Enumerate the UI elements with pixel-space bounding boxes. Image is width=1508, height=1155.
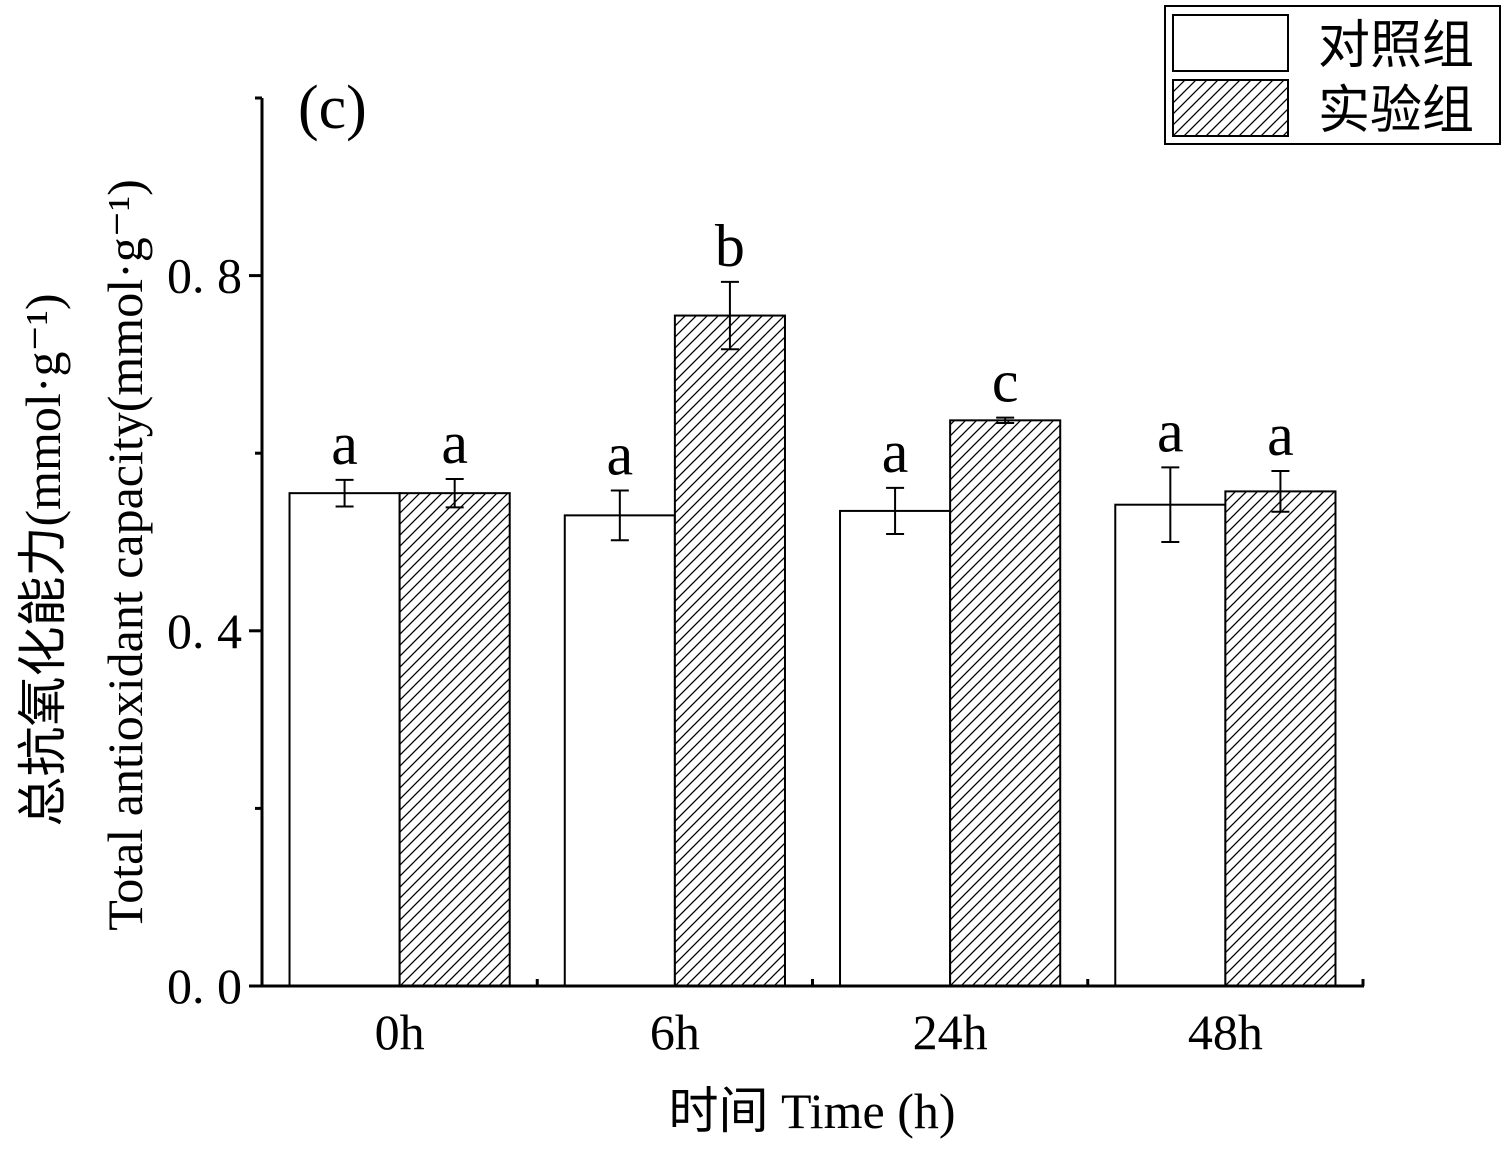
bar-experiment-48h <box>1224 490 1337 987</box>
error-bar-experiment-48h <box>1271 469 1290 513</box>
significance-label: c <box>992 349 1019 415</box>
significance-label: a <box>1157 398 1184 464</box>
x-axis-title: 时间 Time (h) <box>668 1083 955 1139</box>
bar-control-24h <box>839 509 952 987</box>
y-ticks: 0. 0 0. 4 0. 8 <box>167 96 262 1014</box>
significance-label: a <box>1267 402 1294 468</box>
significance-label: a <box>441 410 468 476</box>
legend-swatch-experiment <box>1172 79 1289 137</box>
y-tick-label: 0. 0 <box>167 958 242 1014</box>
error-bar-control-24h <box>886 486 905 536</box>
legend-label-control: 对照组 <box>1318 18 1474 75</box>
significance-label: a <box>607 421 634 487</box>
error-bars-layer <box>335 280 1290 543</box>
error-bar-experiment-24h <box>996 416 1015 425</box>
significance-label: a <box>882 419 909 485</box>
significance-labels-layer: a a a a a b c a <box>331 213 1293 488</box>
y-axis-title-en: Total antioxidant capacity(mmol·g⁻¹) <box>97 179 153 931</box>
x-ticks: 0h 6h 24h 48h <box>375 979 1365 1060</box>
error-bar-control-48h <box>1161 466 1180 543</box>
panel-label: (c) <box>298 74 367 142</box>
legend-swatch-control <box>1172 14 1289 72</box>
error-bar-control-0h <box>335 478 354 508</box>
error-bar-experiment-6h <box>720 280 739 351</box>
y-tick-label: 0. 8 <box>167 248 242 304</box>
bar-experiment-0h <box>398 492 511 987</box>
bar-experiment-24h <box>949 419 1062 987</box>
error-bar-control-6h <box>610 489 629 542</box>
error-bar-experiment-0h <box>445 477 464 509</box>
bars-layer <box>288 314 1337 987</box>
significance-label: b <box>715 213 745 279</box>
bar-control-48h <box>1114 503 1227 987</box>
bar-experiment-6h <box>673 314 786 987</box>
bar-control-6h <box>563 514 676 987</box>
y-tick-label: 0. 4 <box>167 603 242 659</box>
x-tick-label: 0h <box>375 1004 425 1060</box>
x-tick-label: 24h <box>913 1004 988 1060</box>
legend: 对照组 实验组 <box>1164 5 1501 145</box>
significance-label: a <box>331 411 358 477</box>
legend-label-experiment: 实验组 <box>1318 83 1474 140</box>
y-axis-title-zh: 总抗氧化能力(mmol·g⁻¹) <box>15 293 71 826</box>
x-tick-label: 6h <box>650 1004 700 1060</box>
x-tick-label: 48h <box>1188 1004 1263 1060</box>
bar-control-0h <box>288 492 401 987</box>
